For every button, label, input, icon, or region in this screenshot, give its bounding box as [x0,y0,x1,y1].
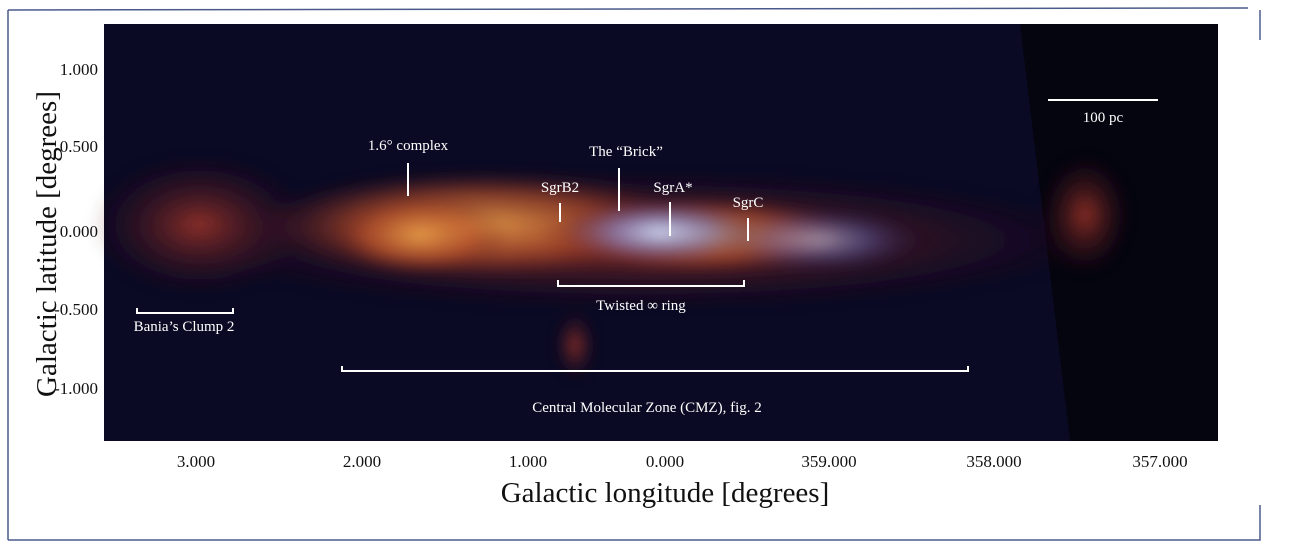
x-tick-label: 357.000 [1132,452,1187,471]
x-tick-label: 2.000 [343,452,381,471]
annotation: Central Molecular Zone (CMZ), fig. 2 [532,400,762,416]
annotation: SgrB2 [541,180,579,196]
y-tick-label: 0.000 [60,222,98,241]
annotation: SgrC [733,195,764,211]
x-tick-label: 0.000 [646,452,684,471]
annotation: Twisted ∞ ring [596,298,686,314]
y-tick-label: -0.500 [54,300,98,319]
x-axis-label: Galactic longitude [degrees] [501,477,830,509]
x-tick-label: 1.000 [509,452,547,471]
y-axis-label: Galactic latitude [degrees] [31,91,63,397]
x-tick-label: 358.000 [966,452,1021,471]
frame [7,7,1261,541]
y-tick-label: 1.000 [60,60,98,79]
scale-bar-label: 100 pc [1083,110,1124,126]
galaxy-emission [90,155,1130,380]
x-tick-label: 3.000 [177,452,215,471]
annotation: 1.6° complex [368,138,449,154]
annotation: SgrA* [653,180,692,196]
annotation-markers [136,99,1158,372]
y-tick-label: -1.000 [54,379,98,398]
annotation: Bania’s Clump 2 [134,319,235,335]
annotation: The “Brick” [589,144,663,160]
y-tick-label: 0.500 [60,137,98,156]
axis-ticks: 3.000 2.000 1.000 0.000 359.000 358.000 357.00… [54,60,1188,471]
x-tick-label: 359.000 [801,452,856,471]
